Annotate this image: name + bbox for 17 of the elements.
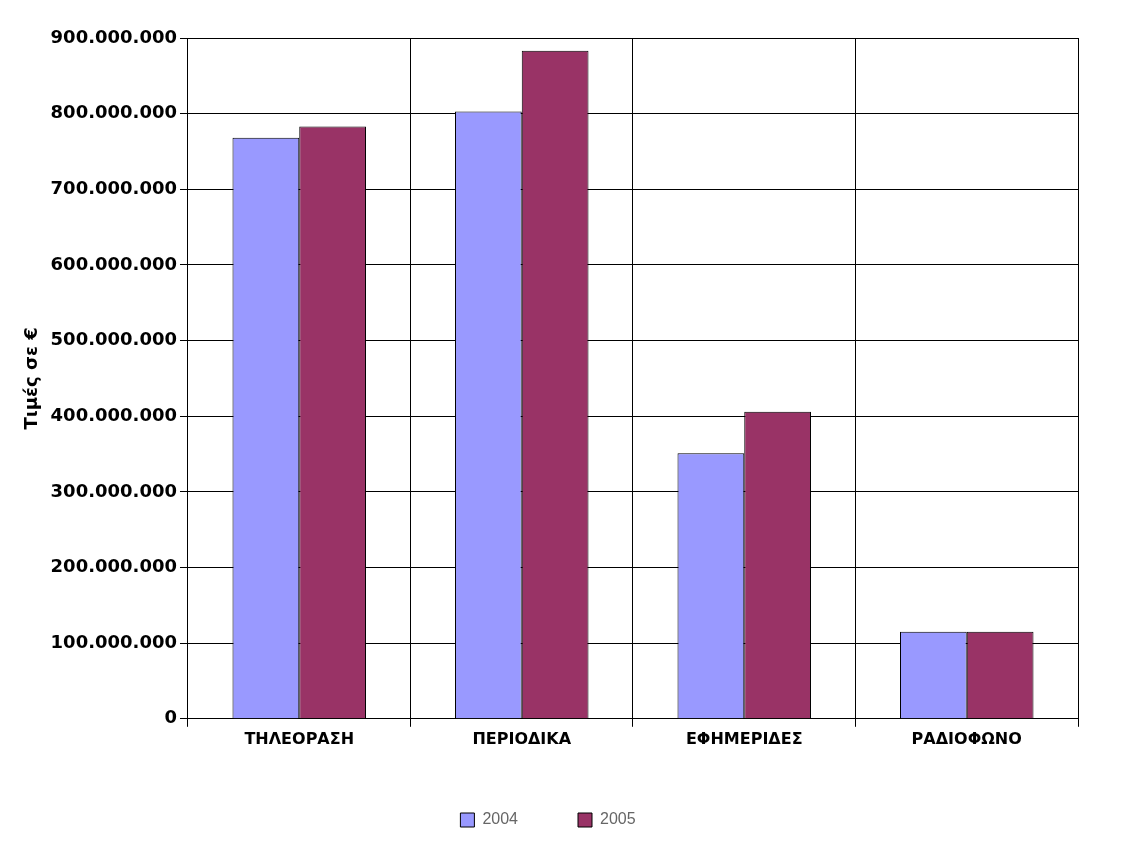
y-tick-label: 800.000.000 bbox=[50, 101, 177, 123]
legend-label: 2004 bbox=[482, 810, 519, 828]
y-tick-label: 600.000.000 bbox=[50, 252, 177, 274]
x-tick-label: ΤΗΛΕΟΡΑΣΗ bbox=[244, 728, 355, 748]
y-tick-label: 0 bbox=[164, 706, 177, 728]
y-tick-label: 900.000.000 bbox=[50, 25, 177, 47]
y-tick-label: 300.000.000 bbox=[50, 479, 177, 501]
x-tick-label: ΠΕΡΙΟΔΙΚΑ bbox=[472, 728, 572, 748]
y-tick-label: 100.000.000 bbox=[50, 630, 177, 652]
y-tick-label: 700.000.000 bbox=[50, 176, 177, 198]
legend-label: 2005 bbox=[600, 810, 636, 828]
x-tick-label: ΕΦΗΜΕΡΙΔΕΣ bbox=[685, 728, 803, 748]
y-tick-label: 200.000.000 bbox=[50, 555, 177, 577]
y-tick-label: 500.000.000 bbox=[50, 328, 177, 350]
y-tick-label: 400.000.000 bbox=[50, 403, 177, 425]
y-axis-title: Τιμές σε € bbox=[20, 327, 42, 430]
x-tick-label: ΡΑΔΙΟΦΩΝΟ bbox=[911, 728, 1022, 748]
